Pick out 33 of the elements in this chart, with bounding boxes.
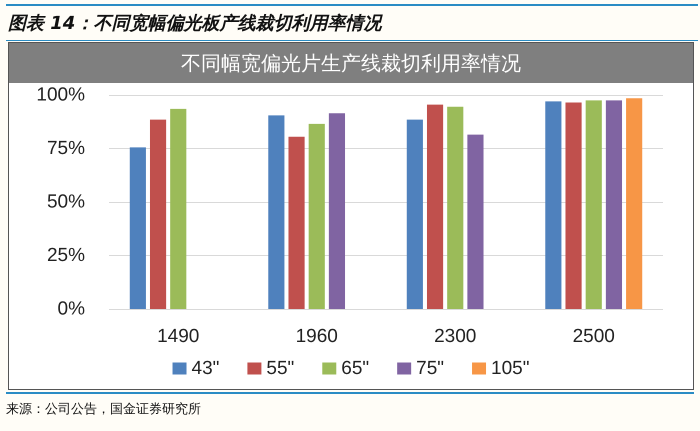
y-tick-label: 75% bbox=[46, 138, 86, 159]
y-tick-label: 0% bbox=[58, 298, 86, 320]
bar bbox=[406, 120, 423, 309]
bar bbox=[606, 100, 622, 309]
y-tick-label: 50% bbox=[46, 192, 86, 212]
bar bbox=[467, 134, 484, 309]
bar bbox=[586, 100, 602, 309]
bar bbox=[130, 147, 146, 309]
bar bbox=[626, 98, 642, 309]
chart-subtitle: 不同幅宽偏光片生产线裁切利用率情况 bbox=[9, 43, 693, 83]
x-tick-label: 2300 bbox=[434, 326, 476, 347]
legend-label: 65" bbox=[341, 358, 370, 379]
x-tick-label: 1490 bbox=[157, 326, 200, 347]
chart-title: 图表 14：不同宽幅偏光板产线裁切利用率情况 bbox=[6, 4, 698, 41]
bar bbox=[288, 136, 305, 309]
bar bbox=[170, 108, 186, 309]
bar bbox=[308, 124, 325, 309]
bar bbox=[545, 101, 562, 309]
bar bbox=[565, 102, 582, 309]
bar bbox=[328, 113, 346, 309]
y-tick-label: 25% bbox=[46, 245, 86, 266]
bar bbox=[268, 115, 284, 309]
legend-label: 55" bbox=[266, 358, 294, 379]
legend-label: 105" bbox=[491, 358, 530, 379]
x-tick-label: 2500 bbox=[572, 326, 615, 347]
bar bbox=[426, 104, 444, 309]
legend-label: 43" bbox=[192, 358, 220, 379]
source-note: 来源：公司公告，国金证券研究所 bbox=[6, 392, 694, 418]
bar bbox=[447, 106, 464, 309]
x-tick-label: 1960 bbox=[296, 326, 338, 347]
legend-label: 75" bbox=[416, 358, 444, 379]
y-tick-label: 100% bbox=[36, 84, 86, 106]
bar bbox=[150, 120, 166, 309]
